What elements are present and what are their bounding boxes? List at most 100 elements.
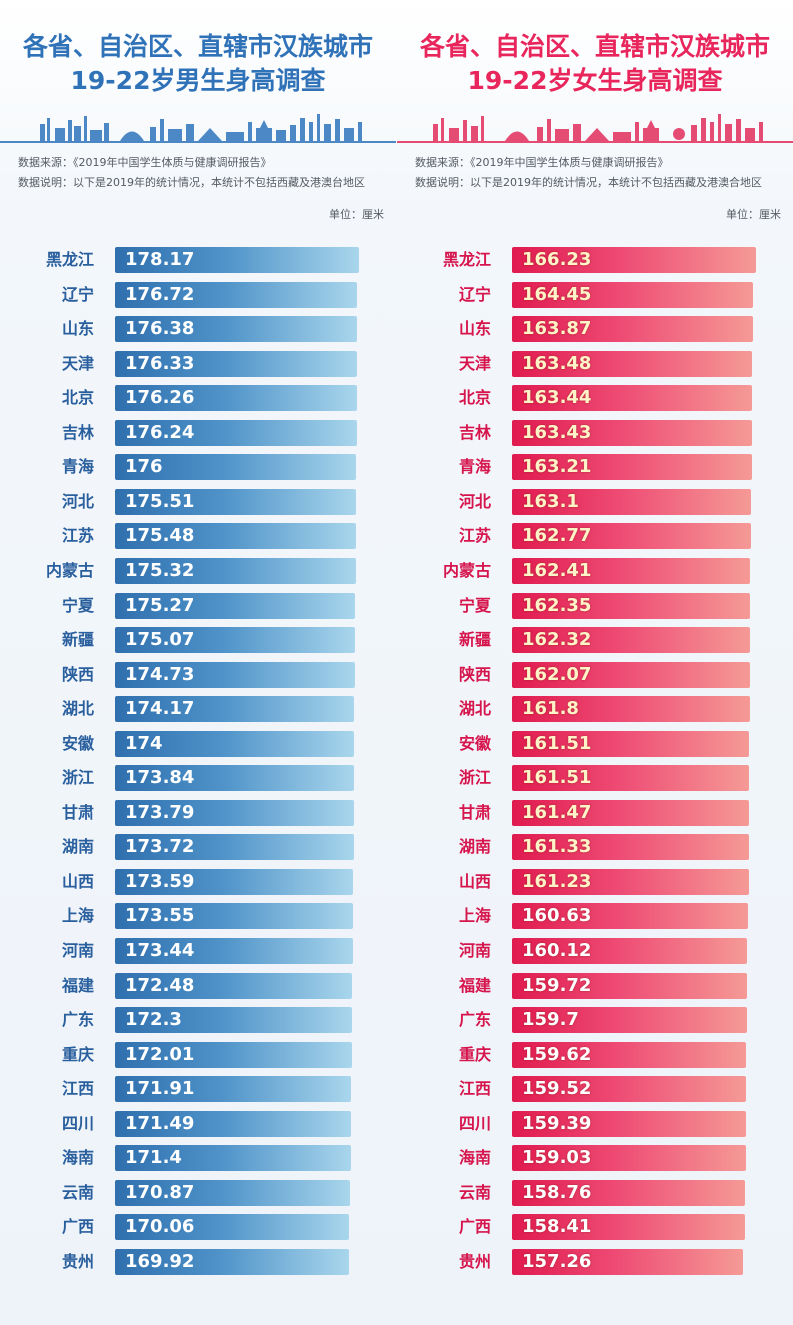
female-value-label: 162.07 <box>522 663 592 685</box>
male-category-label: 云南 <box>61 1182 94 1202</box>
female-title-line1: 各省、自治区、直辖市汉族城市 <box>419 32 770 61</box>
female-value-label: 163.87 <box>522 318 592 340</box>
female-value-label: 160.12 <box>522 940 592 961</box>
female-category-label: 天津 <box>458 353 491 373</box>
female-category-label: 新疆 <box>458 630 491 650</box>
female-category-label: 广西 <box>458 1217 491 1237</box>
female-category-label: 北京 <box>458 388 491 408</box>
female-value-label: 163.21 <box>522 456 592 478</box>
male-category-label: 河南 <box>61 941 94 960</box>
male-bar <box>115 1076 352 1103</box>
female-bar <box>512 281 754 308</box>
female-bar <box>512 419 752 446</box>
female-bar <box>512 350 752 377</box>
female-category-label: 山东 <box>458 319 491 339</box>
male-value-label: 171.49 <box>125 1112 195 1134</box>
male-bar <box>115 1145 351 1172</box>
male-bar <box>115 1248 349 1275</box>
female-data-source: 数据来源：《2019年中国学生体质与健康调研报告》 <box>415 156 669 169</box>
male-value-label: 176.33 <box>125 352 195 374</box>
male-bar <box>115 592 356 619</box>
female-value-label: 161.51 <box>522 732 592 754</box>
male-value-label: 173.55 <box>125 905 195 927</box>
female-value-label: 161.47 <box>522 801 592 823</box>
female-category-label: 江西 <box>458 1079 491 1099</box>
male-category-label: 贵州 <box>61 1251 94 1271</box>
male-value-label: 172.01 <box>125 1043 195 1065</box>
female-value-label: 161.23 <box>522 870 592 892</box>
female-bar <box>512 799 750 826</box>
female-category-label: 贵州 <box>458 1251 491 1271</box>
male-bar <box>115 1007 352 1034</box>
male-bar <box>115 696 355 723</box>
male-category-label: 福建 <box>61 975 94 995</box>
female-bar <box>512 972 747 999</box>
female-bar <box>512 557 751 584</box>
female-bar <box>512 834 749 861</box>
male-category-label: 陕西 <box>61 664 94 684</box>
male-bar <box>115 868 354 895</box>
female-bar <box>512 938 748 964</box>
female-bar <box>512 903 748 930</box>
female-value-label: 162.41 <box>522 559 592 581</box>
female-category-label: 青海 <box>458 457 491 477</box>
male-bar <box>115 661 355 688</box>
female-value-label: 159.03 <box>522 1147 592 1169</box>
male-category-label: 江苏 <box>61 526 94 546</box>
female-bar <box>512 696 750 723</box>
female-value-label: 159.52 <box>522 1078 592 1100</box>
female-bar <box>512 1214 745 1241</box>
male-bar <box>115 385 357 412</box>
male-category-label: 山西 <box>61 871 94 891</box>
male-value-label: 174.73 <box>125 663 195 685</box>
male-data-note: 数据说明：以下是2019年的统计情况，本统计不包括西藏及港澳台地区 <box>18 176 365 189</box>
female-value-label: 158.41 <box>522 1216 592 1238</box>
male-value-label: 175.32 <box>125 559 195 581</box>
female-category-label: 海南 <box>458 1148 491 1168</box>
female-category-label: 四川 <box>458 1113 491 1133</box>
male-bar <box>115 834 354 861</box>
female-title-line2: 19-22岁女生身高调查 <box>467 66 723 95</box>
female-bar <box>512 523 751 550</box>
male-value-label: 174.17 <box>125 698 195 720</box>
male-bar <box>115 1041 352 1068</box>
male-category-label: 四川 <box>61 1113 94 1133</box>
female-category-label: 广东 <box>458 1010 491 1030</box>
male-category-label: 湖南 <box>61 837 94 857</box>
male-value-label: 175.48 <box>125 525 195 547</box>
female-value-label: 163.48 <box>522 352 592 374</box>
male-bar <box>115 281 358 308</box>
female-category-label: 河南 <box>458 941 491 960</box>
female-category-label: 甘肃 <box>458 802 491 822</box>
male-value-label: 176 <box>125 456 163 478</box>
female-unit-label: 单位：厘米 <box>726 208 781 221</box>
male-value-label: 173.59 <box>125 870 195 892</box>
female-bar <box>512 765 750 792</box>
male-value-label: 172.48 <box>125 974 195 996</box>
male-category-label: 青海 <box>61 457 94 477</box>
male-unit-label: 单位：厘米 <box>329 208 384 221</box>
male-category-label: 河北 <box>61 491 94 511</box>
male-chart-title: 各省、自治区、直辖市汉族城市 19-22岁男生身高调查 <box>0 30 396 98</box>
male-value-label: 171.91 <box>125 1078 195 1100</box>
female-value-label: 160.63 <box>522 905 592 927</box>
male-category-label: 重庆 <box>61 1044 94 1064</box>
male-bar <box>115 627 356 654</box>
female-category-label: 黑龙江 <box>442 250 491 269</box>
female-bar <box>512 247 756 273</box>
female-bar <box>512 592 751 619</box>
female-category-label: 重庆 <box>458 1044 491 1064</box>
female-value-label: 164.45 <box>522 283 592 305</box>
male-category-label: 安徽 <box>61 733 94 753</box>
male-category-label: 甘肃 <box>61 802 94 822</box>
female-bar <box>512 316 753 343</box>
female-category-label: 湖南 <box>458 837 491 857</box>
male-value-label: 172.3 <box>125 1009 182 1031</box>
female-value-label: 159.62 <box>522 1043 592 1065</box>
male-bar <box>115 419 357 446</box>
female-bar <box>512 1179 746 1206</box>
female-bar <box>512 1110 747 1137</box>
female-value-label: 158.76 <box>522 1181 592 1203</box>
female-panel: 各省、自治区、直辖市汉族城市 19-22岁女生身高调查 数据来源：《2019年中… <box>397 0 793 1325</box>
female-bar <box>512 730 750 757</box>
